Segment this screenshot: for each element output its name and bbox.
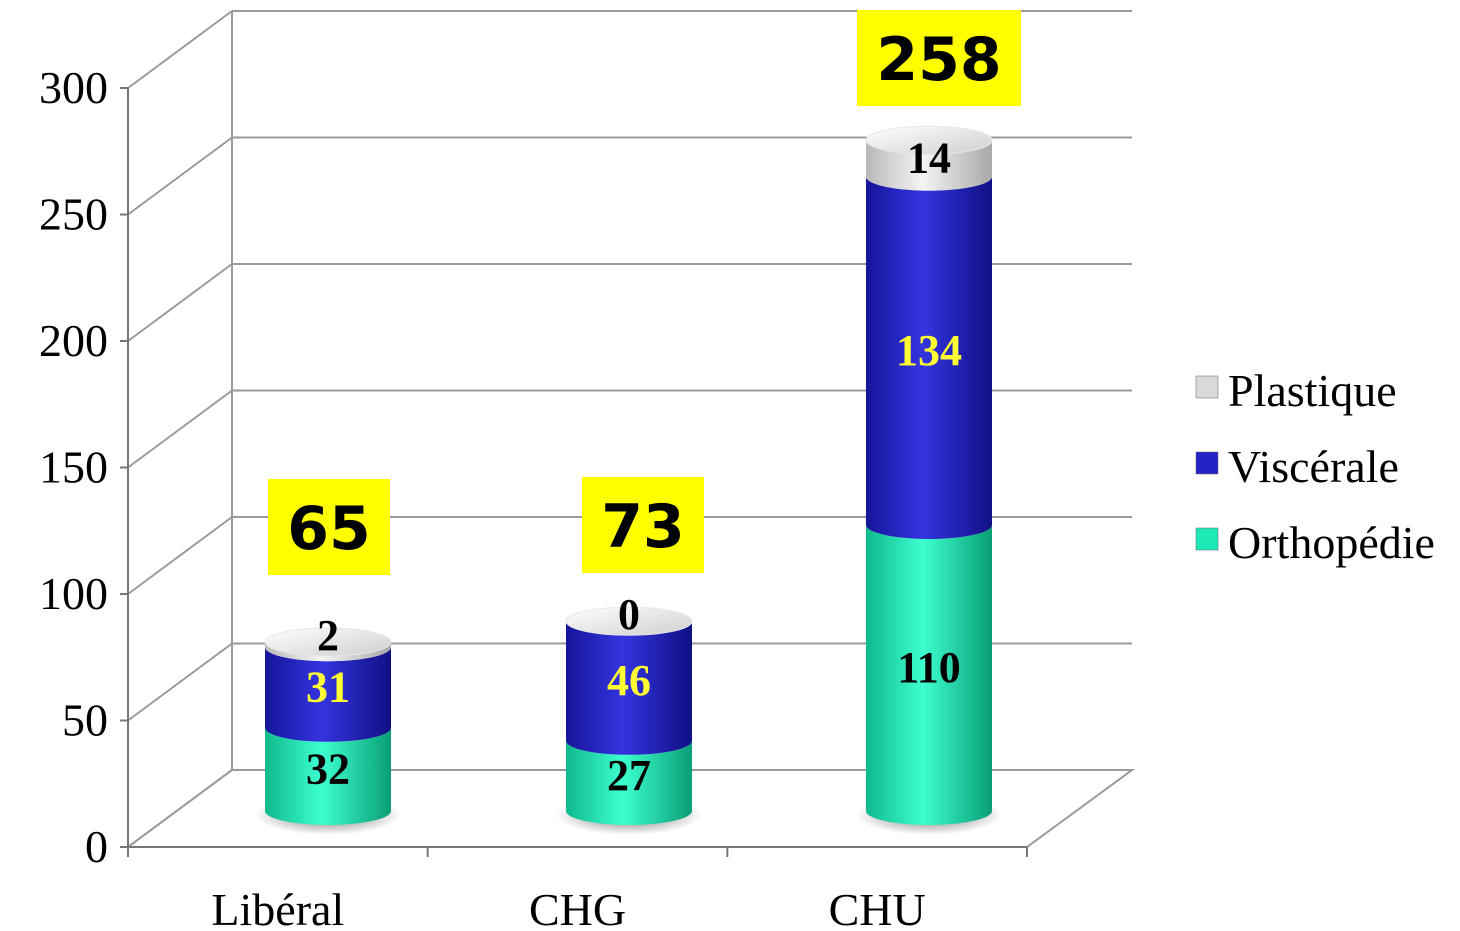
data-label-viscérale: 31	[306, 663, 350, 712]
legend-label: Orthopédie	[1228, 517, 1435, 568]
total-value: 258	[876, 25, 1001, 95]
data-label-viscérale: 134	[896, 326, 962, 375]
axes: 0 50 100 150 200 250 300 Libéral CHG CHU	[39, 62, 1028, 931]
total-badge-bg	[268, 479, 390, 575]
cylinder-top-cap	[865, 125, 993, 155]
gridline-side	[127, 516, 233, 595]
legend-swatch	[1195, 451, 1219, 475]
legend-swatch	[1195, 375, 1219, 399]
y-tick-label: 300	[39, 62, 108, 113]
y-tick-label: 50	[62, 695, 108, 746]
y-tick-label: 200	[39, 315, 108, 366]
total-badge-bg	[857, 10, 1021, 106]
cylinder-bar: 27 46 0	[556, 590, 702, 835]
y-tick-label: 100	[39, 568, 108, 619]
data-label-orthopédie: 32	[306, 744, 350, 793]
total-badge: 65	[268, 479, 390, 575]
legend-label: Viscérale	[1228, 441, 1399, 492]
total-badge: 73	[582, 477, 704, 573]
legend-label: Plastique	[1228, 365, 1397, 416]
legend-item: Plastique	[1195, 365, 1397, 416]
bars: 32 312 65 27 46 0 73 110 134 14 258	[255, 10, 1021, 835]
legend-item: Orthopédie	[1195, 517, 1435, 568]
gridline-side	[127, 769, 233, 848]
total-value: 73	[601, 492, 685, 562]
y-tick-label: 150	[39, 442, 108, 493]
bar-segment-viscérale	[265, 647, 391, 742]
cylinder-bar: 32 312	[255, 611, 401, 835]
gridline-side	[127, 263, 233, 342]
legend-swatch	[1195, 527, 1219, 551]
data-label-plastique: 2	[317, 611, 339, 660]
cylinder-bar: 110 134 14	[856, 125, 1002, 835]
cylinder-top-cap	[565, 606, 693, 636]
data-label-plastique: 0	[618, 590, 640, 639]
data-label-plastique: 14	[907, 133, 951, 182]
bar-segment-plastique	[265, 642, 391, 662]
x-category-label: CHG	[529, 884, 626, 931]
bar-segment-viscérale	[566, 621, 692, 755]
bar-segment-orthopédie	[866, 525, 992, 825]
legend-item: Viscérale	[1195, 441, 1399, 492]
data-label-viscérale: 46	[607, 656, 651, 705]
cylinder-top-cap	[264, 627, 392, 657]
x-category-label: Libéral	[211, 884, 344, 931]
legend: Plastique Viscérale Orthopédie	[1195, 365, 1435, 568]
data-label-orthopédie: 27	[607, 751, 651, 800]
gridline-side	[127, 136, 233, 216]
gridline-side	[127, 389, 233, 469]
y-tick-label: 250	[39, 189, 108, 240]
gridline-side	[127, 642, 233, 722]
data-label-orthopédie: 110	[897, 643, 961, 692]
total-badge: 258	[857, 10, 1021, 106]
total-value: 65	[287, 494, 371, 564]
x-category-label: CHU	[829, 884, 926, 931]
bar-segment-viscérale	[866, 176, 992, 539]
bar-segment-orthopédie	[566, 740, 692, 825]
y-tick-label: 0	[85, 821, 108, 872]
bar-segment-orthopédie	[265, 727, 391, 825]
gridline-side	[127, 10, 233, 89]
total-badge-bg	[582, 477, 704, 573]
